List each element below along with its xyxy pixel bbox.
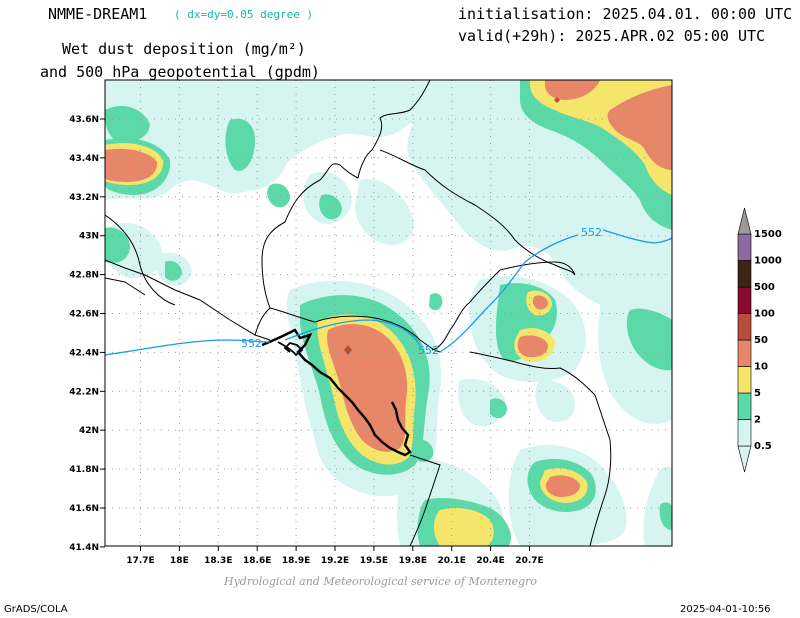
contour-label: 552 — [241, 337, 262, 350]
legend-swatch — [737, 366, 752, 394]
legend-level-label: 50 — [754, 335, 768, 346]
lon-tick-label: 20.4E — [476, 556, 504, 566]
map-plot-area — [105, 80, 672, 546]
model-resolution: ( dx=dy=0.05 degree ) — [174, 8, 314, 21]
lon-tick-label: 20.1E — [438, 556, 466, 566]
lat-tick-label: 42N — [79, 426, 99, 436]
lat-tick-label: 43.4N — [69, 154, 99, 164]
lon-tick-label: 18.9E — [282, 556, 310, 566]
legend-swatch — [737, 313, 752, 341]
legend-swatch — [737, 339, 752, 367]
lat-tick-label: 43.6N — [69, 115, 99, 125]
lat-tick-label: 41.6N — [69, 504, 99, 514]
contour-label: 552 — [418, 344, 439, 357]
deposition-10-areas — [105, 80, 672, 497]
lat-tick-label: 41.4N — [69, 543, 99, 553]
lat-tick-label: 43N — [79, 232, 99, 242]
map-title-line2: and 500 hPa geopotential (gpdm) — [40, 63, 320, 81]
coastline-borders — [105, 80, 612, 546]
lon-tick-label: 20.7E — [515, 556, 543, 566]
lon-tick-label: 19.2E — [321, 556, 349, 566]
latitude-ticks: 43.6N 43.4N 43.2N 43N 42.8N 42.6N 42.4N 42.2N 42… — [69, 115, 105, 553]
contour-label: 552 — [581, 226, 602, 239]
legend-level-label: 100 — [754, 309, 775, 320]
lat-tick-label: 42.8N — [69, 271, 99, 281]
montenegro-outline — [261, 328, 412, 457]
lon-tick-label: 19.5E — [360, 556, 388, 566]
boka-bay — [277, 341, 304, 357]
lat-tick-label: 42.4N — [69, 348, 99, 358]
lon-tick-label: 17.7E — [126, 556, 154, 566]
legend-level-label: 500 — [754, 282, 775, 293]
legend-level-label: 2 — [754, 415, 761, 426]
lat-tick-label: 42.2N — [69, 387, 99, 397]
lat-tick-label: 43.2N — [69, 193, 99, 203]
credit-text: Hydrological and Meteorological service … — [224, 575, 537, 588]
legend-level-label: 1500 — [754, 229, 782, 240]
map-gridlines — [105, 80, 672, 546]
legend-level-label: 10 — [754, 362, 768, 373]
legend-upper-arrow — [737, 207, 752, 235]
lon-tick-label: 18.6E — [243, 556, 271, 566]
legend-swatch — [737, 419, 752, 447]
software-label: GrADS/COLA — [4, 604, 68, 615]
longitude-ticks: 17.7E 18E 18.3E 18.6E 18.9E 19.2E 19.5E 19.8E 20… — [126, 546, 544, 566]
generation-timestamp: 2025-04-01-10:56 — [680, 604, 771, 615]
map-title-line1: Wet dust deposition (mg/m²) — [62, 40, 306, 58]
lat-tick-label: 41.8N — [69, 465, 99, 475]
legend-level-label: 5 — [754, 388, 761, 399]
lon-tick-label: 18.3E — [204, 556, 232, 566]
legend-lower-arrow — [737, 445, 752, 473]
valid-time: valid(+29h): 2025.APR.02 05:00 UTC — [458, 27, 766, 45]
legend-swatch — [737, 260, 752, 288]
lat-tick-label: 42.6N — [69, 310, 99, 320]
legend-level-label: 0.5 — [754, 441, 772, 452]
legend-level-label: 1000 — [754, 256, 782, 267]
legend-swatch — [737, 233, 752, 261]
initialisation-time: initialisation: 2025.04.01. 00:00 UTC — [458, 5, 793, 23]
legend-swatch — [737, 286, 752, 314]
lon-tick-label: 19.8E — [399, 556, 427, 566]
geopotential-contour — [105, 229, 672, 356]
lon-tick-label: 18E — [170, 556, 189, 566]
color-legend: 0.5 2 5 10 50 100 500 1000 1500 — [737, 207, 782, 473]
model-name: NMME-DREAM1 — [48, 5, 148, 23]
legend-swatch — [737, 392, 752, 420]
